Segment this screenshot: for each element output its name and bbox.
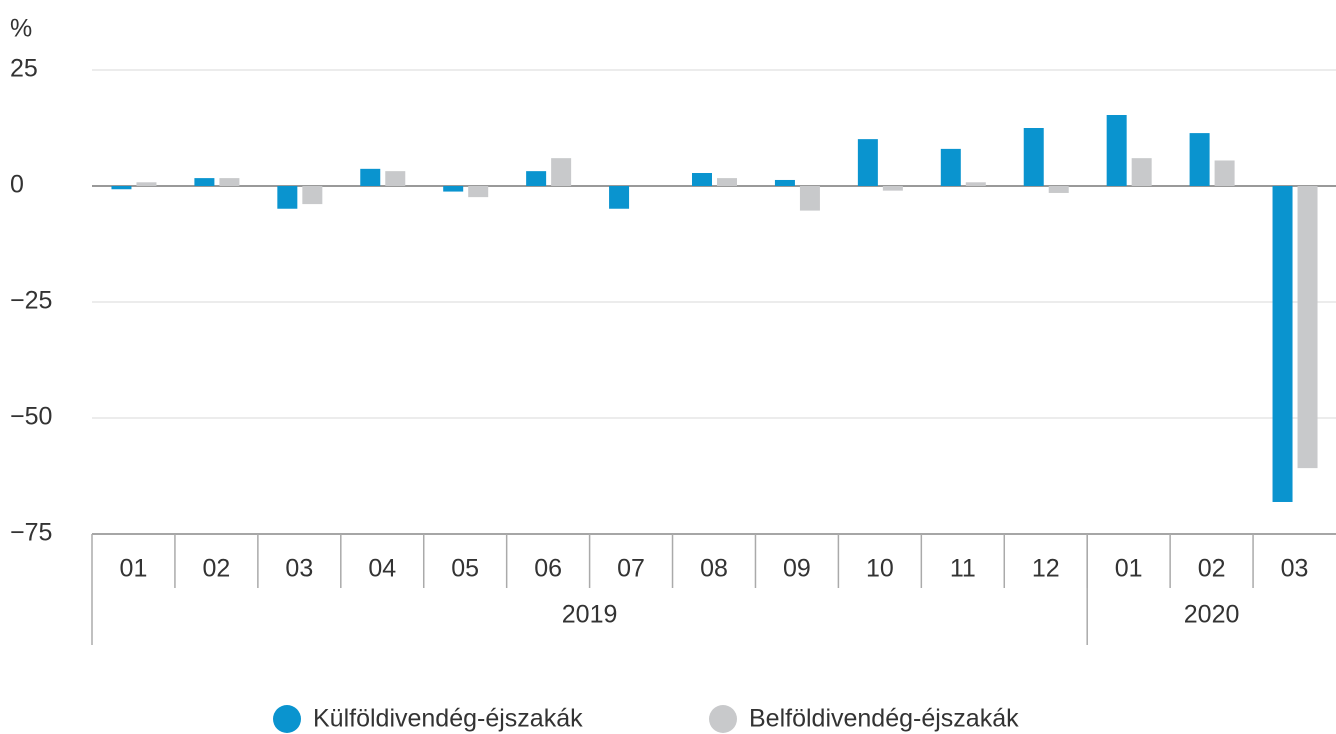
- x-group-label: 2020: [1184, 601, 1240, 629]
- bar: [609, 186, 630, 209]
- x-group-label: 2019: [562, 601, 618, 629]
- bar: [1214, 160, 1235, 186]
- legend-label: Belföldivendég-éjszakák: [749, 705, 1019, 733]
- y-tick-label: −25: [10, 287, 52, 315]
- x-tick-label: 12: [1032, 555, 1060, 583]
- legend-marker: [709, 705, 737, 733]
- bar: [526, 171, 547, 186]
- x-tick-label: 06: [534, 555, 562, 583]
- bar: [1272, 186, 1293, 502]
- bar: [468, 186, 489, 198]
- y-tick-label: −50: [10, 403, 52, 431]
- bar: [717, 178, 737, 186]
- x-tick-label: 01: [120, 555, 148, 583]
- y-unit: %: [10, 15, 32, 43]
- bar: [111, 186, 132, 190]
- bar: [1048, 186, 1069, 193]
- y-tick-label: 25: [10, 55, 38, 83]
- bar: [774, 179, 795, 186]
- legend-label: Külföldivendég-éjszakák: [313, 705, 583, 733]
- bar: [136, 182, 157, 186]
- x-tick-label: 11: [950, 555, 976, 583]
- bar: [1297, 186, 1318, 469]
- x-tick-label: 10: [866, 555, 894, 583]
- bar: [882, 186, 903, 191]
- bar: [302, 186, 323, 205]
- bar: [277, 186, 298, 209]
- legend-marker: [273, 705, 301, 733]
- y-tick-label: −75: [10, 519, 52, 547]
- bar: [692, 173, 712, 186]
- bar: [1131, 158, 1152, 186]
- x-tick-label: 03: [1281, 555, 1309, 583]
- x-tick-label: 08: [700, 555, 728, 583]
- x-tick-label: 01: [1115, 555, 1143, 583]
- bar: [1189, 133, 1210, 186]
- bar: [940, 148, 961, 186]
- x-tick-label: 04: [368, 555, 396, 583]
- bar: [360, 168, 381, 186]
- x-tick-label: 02: [1198, 555, 1226, 583]
- x-tick-label: 09: [783, 555, 811, 583]
- x-tick-label: 02: [202, 555, 230, 583]
- bar: [1106, 115, 1127, 186]
- x-tick-label: 07: [617, 555, 645, 583]
- bar: [1023, 128, 1044, 186]
- bar: [385, 171, 406, 186]
- bar: [194, 178, 215, 186]
- y-tick-label: 0: [10, 171, 24, 199]
- bar: [551, 158, 572, 186]
- bar: [799, 186, 820, 211]
- bar: [443, 186, 464, 192]
- x-tick-label: 03: [285, 555, 313, 583]
- x-tick-label: 05: [451, 555, 479, 583]
- bar: [965, 182, 986, 186]
- bar: [219, 178, 240, 186]
- bar: [857, 139, 878, 186]
